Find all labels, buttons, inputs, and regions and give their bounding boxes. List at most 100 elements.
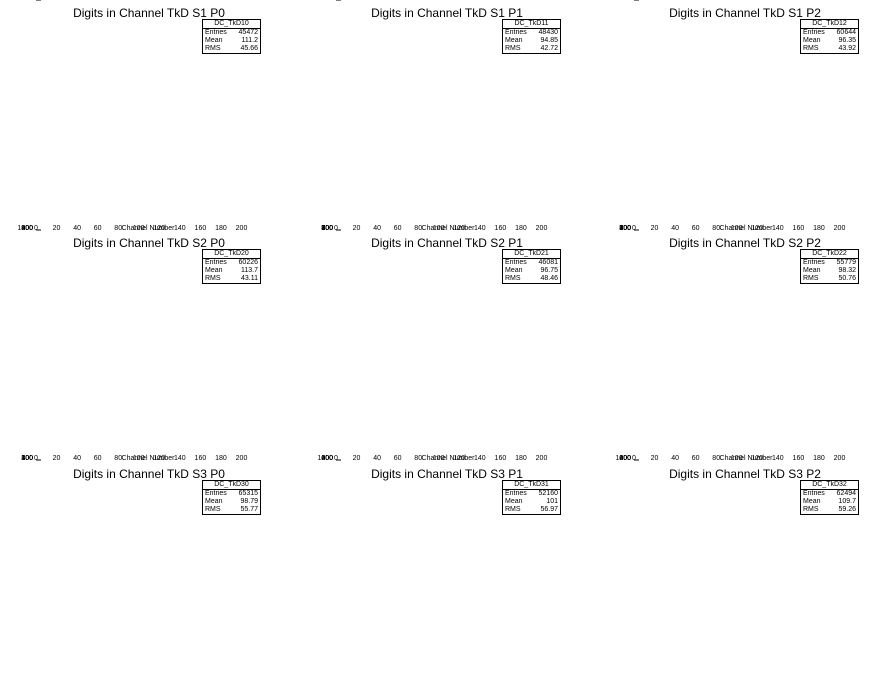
x-tick-label: 120: [453, 0, 465, 2]
x-tick-label: 80: [114, 455, 122, 462]
x-tick-label: 180: [215, 0, 227, 2]
x-tick-label: 120: [751, 455, 763, 462]
x-tick-label: 40: [373, 0, 381, 2]
x-tick-label: 20: [651, 455, 659, 462]
histogram-panel: Digits in Channel TkD S2 P1 0 100 200 300 400…: [298, 225, 596, 460]
x-tick-label: 180: [813, 0, 825, 2]
histogram-panel: Digits in Channel TkD S3 P0 0 100 200 300 400…: [0, 455, 298, 690]
chart-title: Digits in Channel TkD S3 P1: [371, 467, 523, 481]
x-axis-label: Channel Number: [720, 455, 774, 462]
y-tick-label: 200: [321, 225, 333, 232]
x-tick-label: 80: [414, 0, 422, 2]
stats-value: 52160: [538, 490, 558, 497]
x-tick-label: 40: [671, 225, 679, 232]
histogram-panel: Digits in Channel TkD S1 P00100200300400…: [0, 0, 298, 230]
y-tick-label: 500: [21, 0, 33, 2]
y-tick-label: 100: [21, 455, 33, 462]
stats-value: 56.97: [540, 506, 558, 513]
y-tick-label: 300: [21, 455, 33, 462]
x-tick-label: 200: [536, 455, 548, 462]
stats-label: Mean: [803, 37, 821, 44]
y-tick-label: 300: [321, 225, 333, 232]
x-tick-label: 0: [34, 225, 38, 232]
y-tick-label: 0: [627, 225, 631, 232]
x-tick-label: 60: [94, 0, 102, 2]
x-tick-label: 200: [536, 0, 548, 2]
stats-value: 46081: [538, 259, 558, 266]
stats-row-rms: RMS 56.97: [503, 506, 560, 514]
stats-row-rms: RMS 43.92: [801, 45, 858, 53]
stats-value: 55779: [836, 259, 856, 266]
x-tick-label: 200: [834, 225, 846, 232]
stats-value: 45472: [238, 29, 258, 36]
stats-row-mean: Mean 98.79: [203, 498, 260, 506]
stats-label: RMS: [505, 275, 521, 282]
stats-row-mean: Mean 98.32: [801, 267, 858, 275]
x-tick-label: 160: [195, 455, 207, 462]
stats-value: 48.46: [540, 275, 558, 282]
y-tick-label: 600: [619, 0, 631, 2]
x-tick-label: 180: [515, 0, 527, 2]
x-tick-label: 140: [174, 455, 186, 462]
y-tick-label: 600: [321, 0, 333, 2]
x-tick-label: 80: [712, 455, 720, 462]
x-tick-label: 140: [772, 0, 784, 2]
x-tick-label: 200: [834, 0, 846, 2]
x-tick-label: 120: [153, 455, 165, 462]
x-tick-label: 140: [174, 225, 186, 232]
y-tick-label: 800: [321, 0, 333, 2]
x-tick-label: 0: [632, 455, 636, 462]
x-axis-label: Channel Number: [422, 225, 476, 232]
y-tick-label: 1000: [317, 0, 333, 2]
chart-title: Digits in Channel TkD S3 P0: [73, 467, 225, 481]
stats-row-mean: Mean 96.75: [503, 267, 560, 275]
x-tick-label: 20: [353, 225, 361, 232]
stats-box: DC_TkD22 Entries 55779 Mean 98.32 RMS 50.76: [800, 249, 859, 284]
stats-row-mean: Mean 94.85: [503, 37, 560, 45]
stats-label: Mean: [205, 267, 223, 274]
y-tick-label: 600: [321, 455, 333, 462]
y-tick-label: 0: [29, 455, 33, 462]
x-tick-label: 140: [772, 225, 784, 232]
y-tick-label: 400: [619, 455, 631, 462]
y-tick-label: 600: [321, 225, 333, 232]
y-tick-label: 800: [619, 0, 631, 2]
y-tick-label: 100: [21, 0, 33, 2]
y-tick-label: 200: [619, 225, 631, 232]
x-tick-label: 100: [133, 455, 145, 462]
stats-value: 48430: [538, 29, 558, 36]
x-tick-label: 160: [495, 225, 507, 232]
x-tick-label: 0: [632, 0, 636, 2]
stats-row-mean: Mean 109.7: [801, 498, 858, 506]
stats-row-mean: Mean 96.35: [801, 37, 858, 45]
y-tick-label: 0: [29, 0, 33, 2]
stats-row-entries: Entries 55779: [801, 259, 858, 267]
stats-box-name: DC_TkD12: [801, 20, 858, 29]
y-tick-label: 200: [21, 225, 33, 232]
y-tick-label: 600: [21, 0, 33, 2]
chart-title: Digits in Channel TkD S2 P0: [73, 236, 225, 250]
x-tick-label: 0: [334, 225, 338, 232]
stats-row-mean: Mean 101: [503, 498, 560, 506]
x-tick-label: 40: [671, 0, 679, 2]
x-tick-label: 100: [433, 455, 445, 462]
x-tick-label: 20: [651, 225, 659, 232]
x-tick-label: 60: [94, 455, 102, 462]
stats-label: Entries: [205, 259, 227, 266]
x-tick-label: 80: [114, 225, 122, 232]
stats-row-mean: Mean 111.2: [203, 37, 260, 45]
y-tick-label: 400: [321, 225, 333, 232]
chart-title: Digits in Channel TkD S1 P1: [371, 6, 523, 20]
stats-box-name: DC_TkD20: [203, 250, 260, 259]
stats-value: 43.11: [241, 275, 258, 282]
y-tick-label: 2200: [615, 0, 631, 2]
histogram-plot: 0200400600800100012001400160018002000220…: [596, 0, 846, 230]
y-tick-label: 400: [21, 0, 33, 2]
x-tick-label: 60: [94, 225, 102, 232]
x-axis-label: Channel Number: [720, 225, 774, 232]
x-tick-label: 80: [712, 0, 720, 2]
stats-value: 42.72: [540, 45, 558, 52]
stats-row-rms: RMS 45.66: [203, 45, 260, 53]
x-tick-label: 100: [433, 0, 445, 2]
